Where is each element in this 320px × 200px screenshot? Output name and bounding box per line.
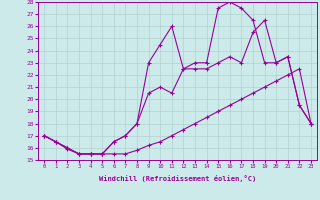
- X-axis label: Windchill (Refroidissement éolien,°C): Windchill (Refroidissement éolien,°C): [99, 175, 256, 182]
